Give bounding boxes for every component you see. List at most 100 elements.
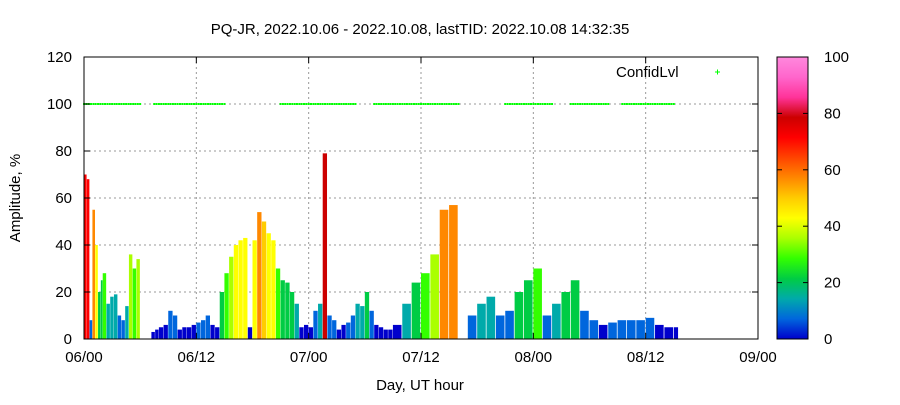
amplitude-bar — [151, 331, 155, 339]
confidence-point — [623, 103, 626, 105]
confidence-point — [218, 103, 221, 105]
amplitude-bar — [388, 329, 393, 339]
confidence-point — [281, 103, 284, 105]
x-tick-label: 08/00 — [515, 349, 553, 366]
confidence-point — [534, 103, 537, 105]
amplitude-bar — [533, 268, 542, 339]
confidence-point — [424, 103, 427, 105]
confidence-point — [340, 103, 343, 105]
confidence-point — [590, 103, 593, 105]
y-tick-label: 100 — [47, 96, 72, 113]
amplitude-bar — [132, 268, 137, 339]
amplitude-bar — [421, 273, 430, 339]
colorbar: 0 20 40 60 80 100 — [776, 49, 849, 348]
amplitude-series — [84, 153, 679, 339]
amplitude-bar — [636, 320, 645, 339]
confidence-point — [136, 103, 139, 105]
confidence-point — [515, 103, 518, 105]
confidence-point — [450, 103, 453, 105]
amplitude-bar — [303, 324, 309, 339]
x-tick-label: 08/12 — [627, 349, 665, 366]
confidence-point — [621, 103, 624, 105]
confidence-point — [195, 103, 198, 105]
confidence-point — [445, 103, 448, 105]
amplitude-bar — [360, 306, 365, 339]
confidence-point — [639, 103, 642, 105]
confidence-point — [377, 103, 380, 105]
confidence-point — [185, 103, 188, 105]
confidence-point — [455, 103, 458, 105]
y-tick-label: 0 — [64, 331, 72, 348]
confidence-point — [122, 103, 125, 105]
confidence-point — [335, 103, 338, 105]
confidence-point — [658, 103, 661, 105]
confidence-point — [661, 103, 664, 105]
confidence-point — [214, 103, 217, 105]
confidence-point — [352, 103, 355, 105]
amplitude-bar — [102, 273, 107, 339]
confidence-point — [625, 103, 628, 105]
confidence-point — [113, 103, 116, 105]
x-tick-label: 09/00 — [739, 349, 777, 366]
amplitude-bar — [495, 315, 505, 339]
confidence-point — [139, 103, 142, 105]
confidence-point — [506, 103, 509, 105]
confidence-point — [525, 103, 528, 105]
confidence-point — [331, 103, 334, 105]
amplitude-bar — [95, 245, 98, 339]
amplitude-bar — [86, 179, 90, 339]
confidence-point — [160, 103, 163, 105]
amplitude-bar — [191, 324, 196, 339]
confidence-point — [405, 103, 408, 105]
amplitude-bar — [84, 174, 87, 339]
confidence-point — [167, 103, 170, 105]
confidence-point — [293, 103, 296, 105]
amplitude-bar — [110, 296, 114, 339]
amplitude-bar — [505, 310, 514, 339]
y-tick-label: 20 — [55, 284, 72, 301]
amplitude-bar — [125, 306, 129, 339]
confidence-point — [581, 103, 584, 105]
confidence-point — [192, 103, 195, 105]
confidence-point — [529, 103, 532, 105]
amplitude-bar — [98, 292, 101, 339]
confidence-point — [579, 103, 582, 105]
confidence-point — [171, 103, 174, 105]
confidence-point — [200, 103, 203, 105]
confidence-point — [207, 103, 210, 105]
confidence-point — [338, 103, 341, 105]
confidence-point — [305, 103, 308, 105]
amplitude-bar — [128, 254, 133, 339]
confidence-point — [204, 103, 207, 105]
amplitude-bar — [247, 327, 253, 339]
confidence-point — [443, 103, 446, 105]
amplitude-bar — [308, 327, 313, 339]
confidence-point — [389, 103, 392, 105]
confidence-point — [176, 103, 179, 105]
confidence-point — [544, 103, 547, 105]
confidence-point — [288, 103, 291, 105]
confidence-point — [511, 103, 514, 105]
amplitude-bar — [336, 329, 342, 339]
confidence-point — [635, 103, 638, 105]
confidence-point — [286, 103, 289, 105]
confidence-point — [324, 103, 327, 105]
confidence-point — [380, 103, 383, 105]
confidence-point — [349, 103, 352, 105]
amplitude-bar — [106, 303, 110, 339]
amplitude-bar — [580, 310, 589, 339]
confidence-point — [183, 103, 186, 105]
amplitude-bar — [121, 320, 125, 339]
x-axis-label: Day, UT hour — [376, 377, 464, 394]
confidence-point — [448, 103, 451, 105]
amplitude-bar — [552, 303, 561, 339]
confidence-point — [354, 103, 357, 105]
confidence-point — [209, 103, 212, 105]
confidence-point — [670, 103, 673, 105]
confidence-point — [391, 103, 394, 105]
confidence-point — [295, 103, 298, 105]
amplitude-bar — [168, 310, 173, 339]
confidence-point — [401, 103, 404, 105]
colorbar-scale — [776, 56, 809, 340]
